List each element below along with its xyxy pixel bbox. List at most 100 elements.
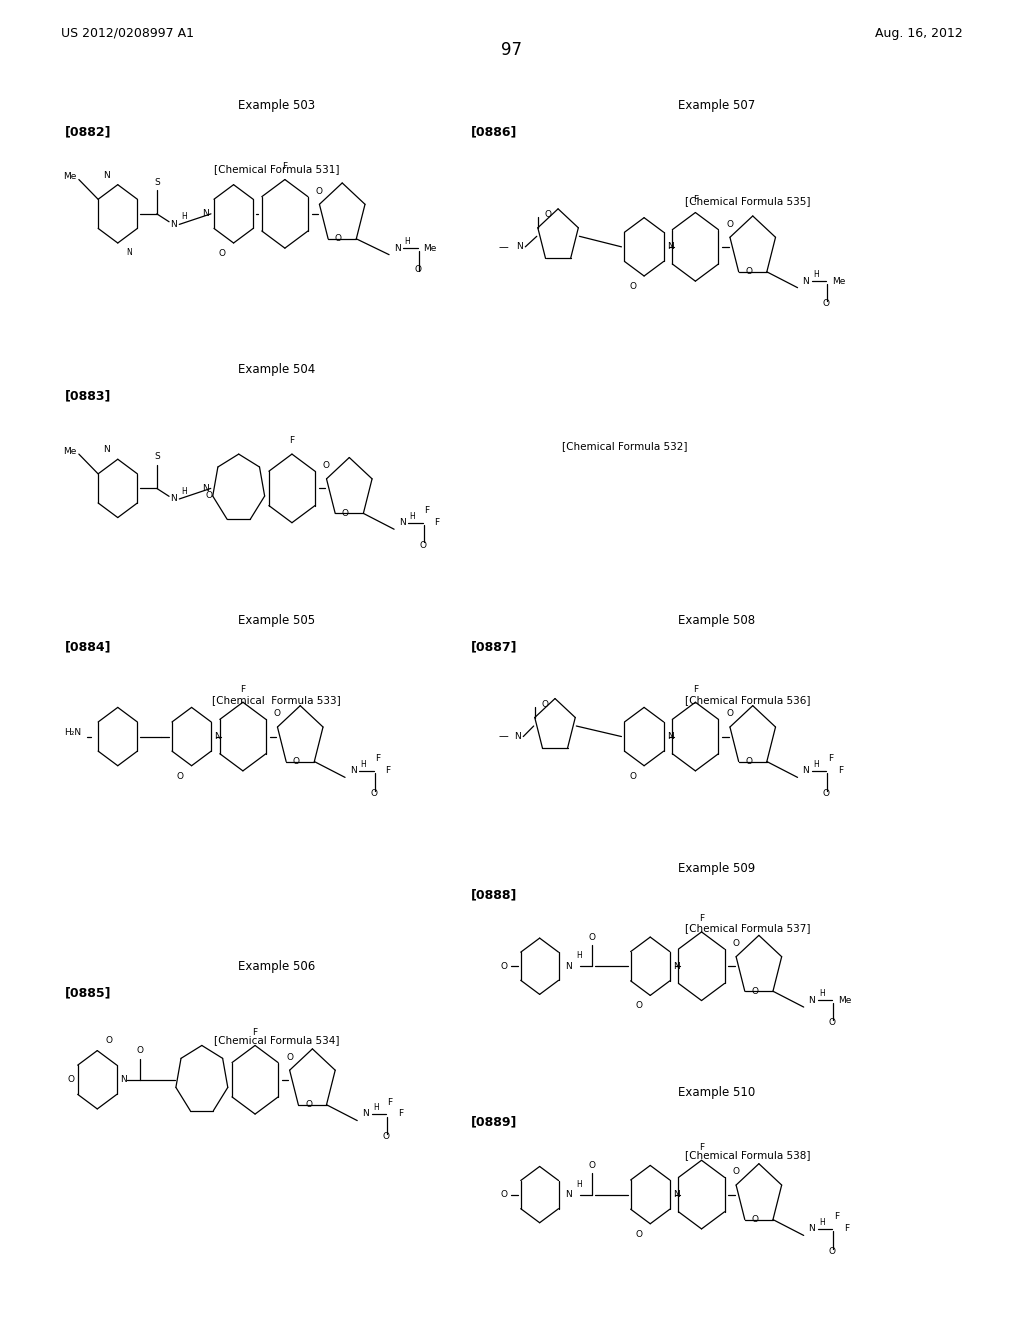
Text: O: O <box>205 491 212 500</box>
Text: H: H <box>813 271 819 279</box>
Text: S: S <box>154 178 160 186</box>
Text: N: N <box>126 248 132 257</box>
Text: N: N <box>673 962 680 970</box>
Text: O: O <box>335 235 342 243</box>
Text: N: N <box>673 1191 680 1199</box>
Text: N: N <box>667 243 674 251</box>
Text: F: F <box>424 507 429 515</box>
Text: O: O <box>822 789 829 797</box>
Text: O: O <box>752 1216 759 1224</box>
Text: H₂N: H₂N <box>65 729 82 737</box>
Text: [Chemical  Formula 533]: [Chemical Formula 533] <box>212 694 341 705</box>
Text: N: N <box>103 170 110 180</box>
Text: F: F <box>844 1225 849 1233</box>
Text: O: O <box>415 265 421 273</box>
Text: [0888]: [0888] <box>471 888 517 902</box>
Text: [Chemical Formula 536]: [Chemical Formula 536] <box>685 694 810 705</box>
Text: [0886]: [0886] <box>471 125 517 139</box>
Text: Example 510: Example 510 <box>678 1086 756 1100</box>
Text: H: H <box>819 1218 825 1226</box>
Text: F: F <box>283 162 288 170</box>
Text: N: N <box>103 445 110 454</box>
Text: O: O <box>137 1047 144 1055</box>
Text: [0885]: [0885] <box>65 986 111 999</box>
Text: O: O <box>828 1247 836 1255</box>
Text: O: O <box>105 1035 112 1044</box>
Text: H: H <box>360 760 367 768</box>
Text: O: O <box>293 758 300 766</box>
Text: H: H <box>373 1104 379 1111</box>
Text: F: F <box>699 1143 705 1151</box>
Text: H: H <box>577 1180 582 1188</box>
Text: F: F <box>827 755 833 763</box>
Text: [0884]: [0884] <box>65 640 111 653</box>
Text: [Chemical Formula 531]: [Chemical Formula 531] <box>214 164 339 174</box>
Text: O: O <box>274 709 281 718</box>
Text: Me: Me <box>838 997 851 1005</box>
Text: N: N <box>214 733 221 741</box>
Text: [Chemical Formula 532]: [Chemical Formula 532] <box>562 441 687 451</box>
Text: [0889]: [0889] <box>471 1115 517 1129</box>
Text: H: H <box>577 952 582 960</box>
Text: O: O <box>501 962 508 970</box>
Text: H: H <box>819 990 825 998</box>
Text: Aug. 16, 2012: Aug. 16, 2012 <box>874 26 963 40</box>
Text: F: F <box>385 767 390 775</box>
Text: H: H <box>410 512 416 520</box>
Text: N: N <box>170 220 176 228</box>
Text: N: N <box>394 244 400 252</box>
Text: F: F <box>290 437 295 445</box>
Text: N: N <box>362 1110 369 1118</box>
Text: Example 505: Example 505 <box>238 614 315 627</box>
Text: O: O <box>732 939 739 948</box>
Text: H: H <box>181 487 187 495</box>
Text: Me: Me <box>63 447 77 455</box>
Text: F: F <box>253 1028 258 1036</box>
Text: Me: Me <box>831 277 845 285</box>
Text: O: O <box>419 541 426 549</box>
Text: Example 507: Example 507 <box>678 99 756 112</box>
Text: F: F <box>699 915 705 923</box>
Text: O: O <box>589 933 596 941</box>
Text: O: O <box>745 268 753 276</box>
Text: Example 503: Example 503 <box>238 99 315 112</box>
Text: US 2012/0208997 A1: US 2012/0208997 A1 <box>61 26 195 40</box>
Text: F: F <box>693 195 698 203</box>
Text: O: O <box>371 789 377 797</box>
Text: N: N <box>565 1191 572 1199</box>
Text: F: F <box>387 1098 392 1106</box>
Text: N: N <box>565 962 572 970</box>
Text: N: N <box>120 1076 127 1084</box>
Text: O: O <box>630 772 636 781</box>
Text: O: O <box>545 210 552 219</box>
Text: O: O <box>636 1230 642 1239</box>
Text: Me: Me <box>423 244 436 252</box>
Text: O: O <box>630 282 636 292</box>
Text: O: O <box>68 1076 75 1084</box>
Text: F: F <box>834 1213 839 1221</box>
Text: N: N <box>803 767 809 775</box>
Text: N: N <box>203 484 209 492</box>
Text: N: N <box>809 997 815 1005</box>
Text: N: N <box>399 519 406 527</box>
Text: Example 504: Example 504 <box>238 363 315 376</box>
Text: S: S <box>154 453 160 461</box>
Text: O: O <box>636 1002 642 1011</box>
Text: N: N <box>516 243 522 251</box>
Text: Example 508: Example 508 <box>678 614 756 627</box>
Text: O: O <box>501 1191 508 1199</box>
Text: [0882]: [0882] <box>65 125 111 139</box>
Text: O: O <box>589 1162 596 1170</box>
Text: [Chemical Formula 537]: [Chemical Formula 537] <box>685 923 810 933</box>
Text: F: F <box>693 685 698 693</box>
Text: O: O <box>822 300 829 308</box>
Text: O: O <box>305 1101 312 1109</box>
Text: O: O <box>726 709 733 718</box>
Text: O: O <box>177 772 183 781</box>
Text: 97: 97 <box>502 41 522 59</box>
Text: F: F <box>838 767 843 775</box>
Text: O: O <box>219 249 225 259</box>
Text: F: F <box>434 519 439 527</box>
Text: N: N <box>350 767 356 775</box>
Text: O: O <box>542 700 549 709</box>
